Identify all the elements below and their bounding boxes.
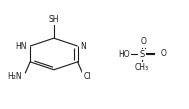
Text: CH₃: CH₃ (135, 63, 149, 72)
Text: SH: SH (49, 15, 59, 24)
Text: S: S (139, 50, 144, 59)
Text: HN: HN (15, 42, 27, 51)
Text: HO: HO (118, 50, 130, 59)
Text: H₂N: H₂N (8, 72, 22, 81)
Text: O: O (140, 37, 146, 46)
Text: Cl: Cl (83, 72, 91, 81)
Text: O: O (160, 49, 166, 58)
Text: N: N (80, 42, 86, 51)
